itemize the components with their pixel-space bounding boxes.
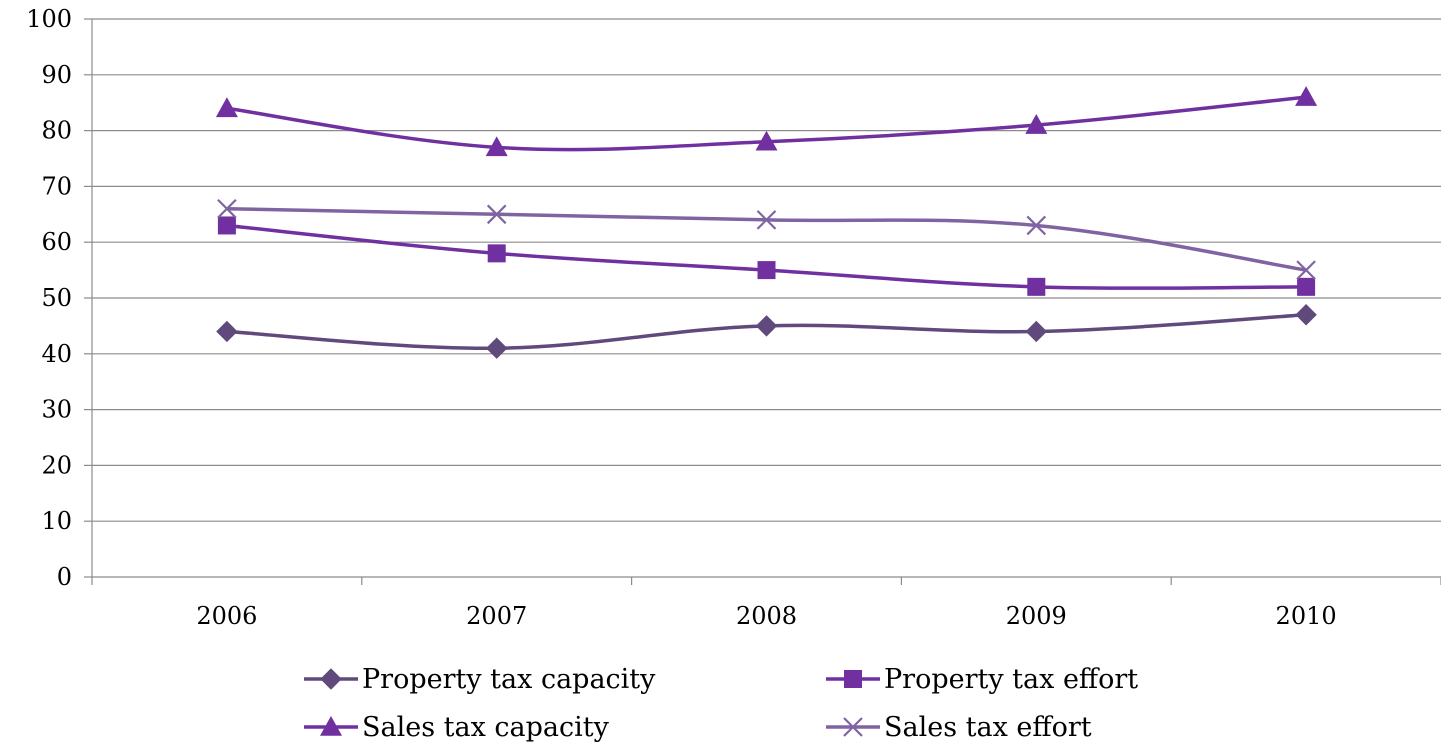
data-point-marker [757,261,776,280]
marker-stroke [1296,260,1316,280]
data-point-marker [485,136,508,157]
data-point-marker [486,204,507,225]
plot-area [215,86,1318,359]
y-tick-label: 20 [41,451,72,479]
data-point-marker [1026,215,1047,236]
legend-marker [843,717,863,737]
legend-marker [844,670,862,688]
data-point-marker [217,198,237,219]
x-tick-label: 2009 [1006,602,1067,630]
y-tick-label: 100 [26,5,72,33]
x-tick-label: 2010 [1276,602,1337,630]
data-point-marker [1027,277,1046,296]
y-tick-label: 60 [41,228,72,256]
y-tick-label: 80 [41,117,72,145]
data-point-marker [216,320,238,343]
y-axis: 0 10 20 30 40 50 60 70 80 90 100 [26,5,93,591]
y-tick-label: 40 [41,340,72,368]
data-point-marker [1297,277,1316,296]
x-tick-label: 2006 [196,602,257,630]
gridlines [92,18,1441,522]
x-tick-label: 2007 [466,602,527,630]
data-point-marker [487,244,506,263]
y-tick-label: 30 [41,396,72,424]
legend-marker [320,668,342,690]
data-point-marker [1295,304,1317,326]
legend: Property tax capacity Property tax effort… [304,664,1138,743]
data-point-marker [755,130,778,151]
series-line [226,206,1307,272]
data-point-marker [217,216,236,235]
data-point-marker [756,210,777,230]
legend-item: Sales tax effort [826,712,1092,743]
y-tick-label: 70 [41,172,72,200]
marker-stroke [217,198,237,219]
legend-item: Property tax capacity [304,664,656,695]
data-point-marker [755,315,778,337]
legend-item: Sales tax capacity [304,712,610,743]
legend-label: Property tax capacity [362,664,656,695]
marker-stroke [843,717,863,737]
data-point-marker [215,97,238,118]
x-tick-label: 2008 [736,602,797,630]
marker-stroke [756,210,777,230]
legend-label: Sales tax effort [884,712,1092,743]
y-tick-label: 10 [41,507,72,535]
y-tick-label: 90 [41,61,72,89]
legend-label: Property tax effort [884,664,1138,695]
y-tick-label: 0 [57,563,72,591]
data-point-marker [1025,114,1048,134]
x-axis: 2006 2007 2008 2009 2010 [91,576,1441,630]
y-tick-label: 50 [41,284,72,312]
data-point-marker [485,337,508,359]
data-point-marker [1025,320,1048,343]
legend-label: Sales tax capacity [362,712,610,743]
data-point-marker [1295,86,1318,106]
legend-marker [320,716,342,736]
data-point-marker [1296,260,1316,280]
legend-item: Property tax effort [826,664,1138,695]
marker-stroke [1026,215,1047,236]
marker-stroke [486,204,507,225]
